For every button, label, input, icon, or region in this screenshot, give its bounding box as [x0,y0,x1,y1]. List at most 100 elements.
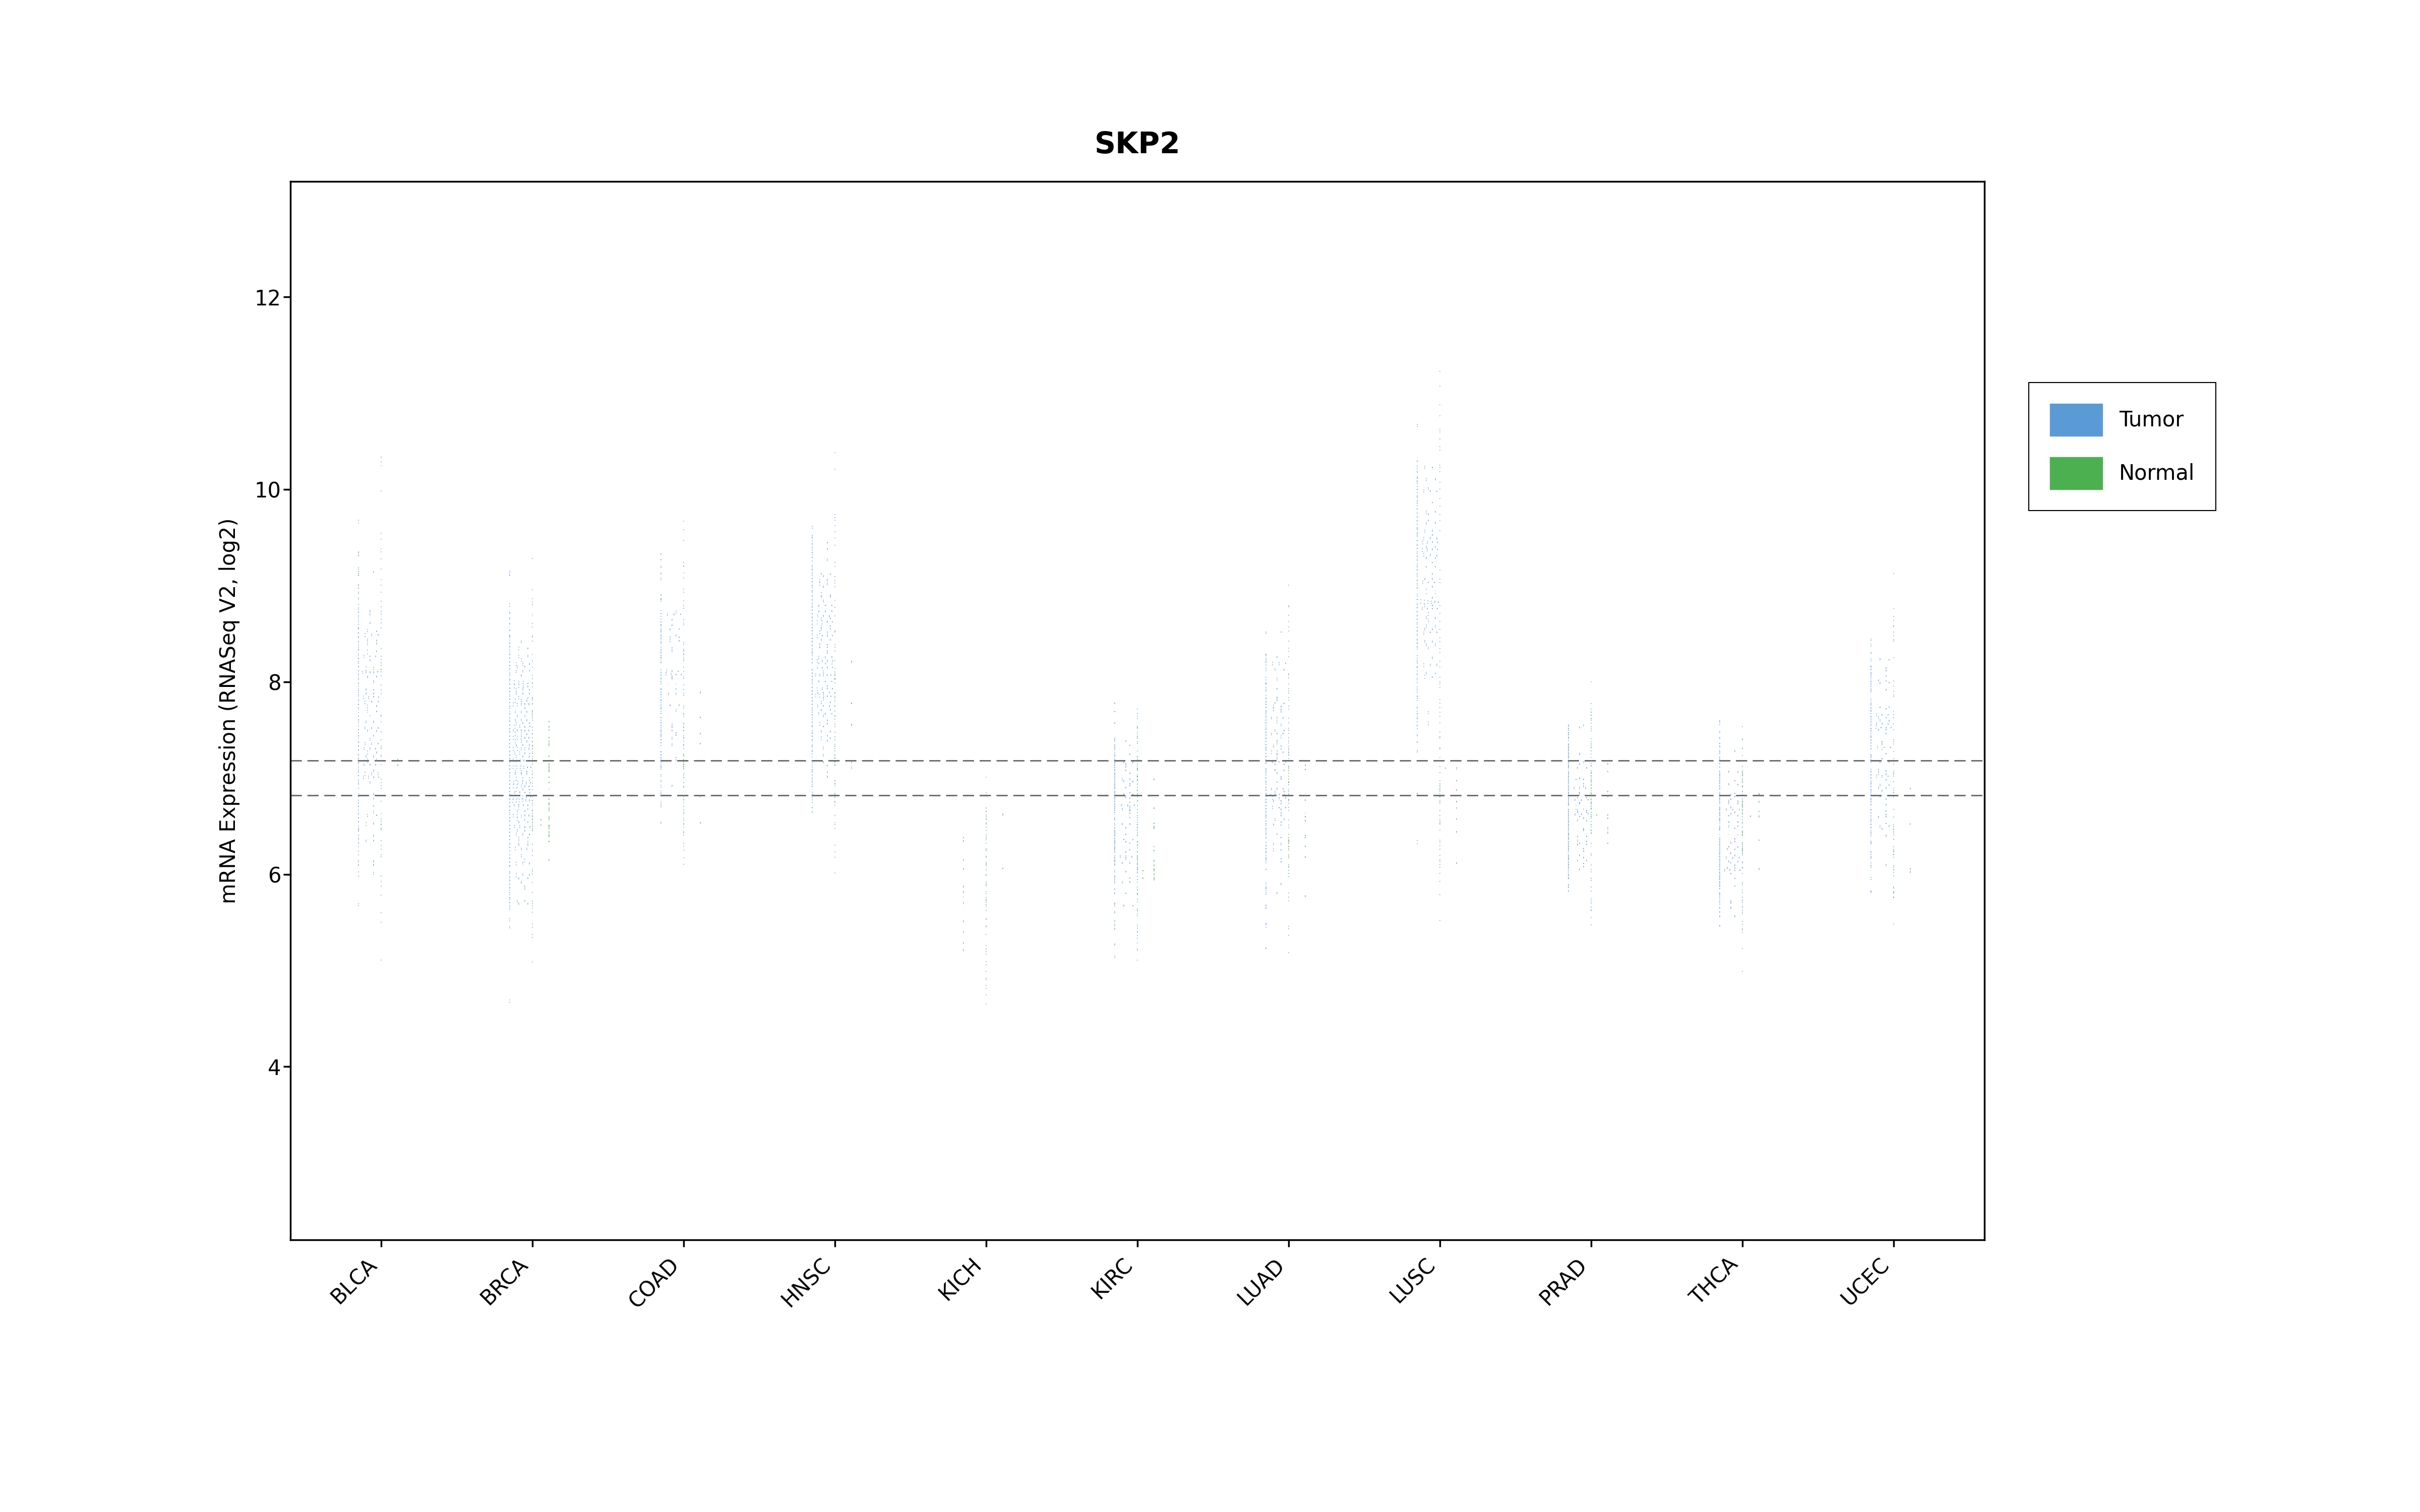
Point [508,797,547,821]
Point [1411,479,1450,503]
Point [1268,629,1307,653]
Point [1701,791,1740,815]
Point [794,567,832,591]
Point [1399,738,1437,762]
Point [491,809,530,833]
Point [1246,785,1285,809]
Point [1851,632,1890,656]
Point [513,674,552,699]
Point [358,699,397,723]
Point [663,683,702,708]
Point [1549,875,1588,900]
Point [1096,826,1135,850]
Point [513,809,552,833]
Point [1549,782,1588,806]
Point [1106,844,1145,868]
Point [1399,529,1437,553]
Point [803,623,842,647]
Point [1706,859,1745,883]
Point [491,832,530,856]
Point [1573,700,1612,724]
Point [1588,816,1626,841]
Point [1104,812,1142,836]
Point [641,584,680,608]
Point [1573,842,1612,866]
Title: SKP2: SKP2 [1094,130,1181,159]
Point [1873,629,1912,653]
Point [1116,794,1154,818]
Point [1413,567,1452,591]
Point [496,780,535,804]
Point [1709,850,1747,874]
Point [1556,794,1595,818]
Point [808,635,847,659]
Point [1404,541,1442,565]
Point [501,739,540,764]
Point [641,733,680,758]
Point [1246,668,1285,692]
Point [794,621,832,646]
Point [1399,555,1437,579]
Point [641,635,680,659]
Point [506,874,544,898]
Point [1851,720,1890,744]
Point [1268,609,1307,634]
Point [799,682,837,706]
Point [1861,815,1900,839]
Point [363,812,402,836]
Point [641,624,680,649]
Point [656,723,695,747]
Point [1851,655,1890,679]
Point [1563,851,1602,875]
Point [1723,851,1762,875]
Point [501,751,540,776]
Point [353,824,392,848]
Point [1701,838,1740,862]
Point [1716,800,1754,824]
Point [1416,535,1454,559]
Point [1261,813,1300,838]
Point [1111,850,1150,874]
Point [1285,758,1324,782]
Point [1723,862,1762,886]
Point [944,910,983,934]
Point [508,833,547,857]
Point [816,791,854,815]
Point [1246,738,1285,762]
Point [491,768,530,792]
Point [794,773,832,797]
Point [1285,835,1324,859]
Point [1246,894,1285,918]
Point [661,602,699,626]
Point [1556,788,1595,812]
Point [1399,782,1437,806]
Point [1096,850,1135,874]
Point [339,738,378,762]
Point [1701,863,1740,888]
Point [808,677,847,702]
Point [1866,792,1905,816]
Point [1246,797,1285,821]
Point [1549,777,1588,801]
Point [1851,812,1890,836]
Point [339,692,378,717]
Point [944,937,983,962]
Point [1399,491,1437,516]
Point [811,699,849,723]
Point [520,813,559,838]
Point [363,522,402,546]
Point [496,727,535,751]
Point [346,717,385,741]
Point [1701,827,1740,851]
Point [1701,900,1740,924]
Point [1866,721,1905,745]
Point [491,624,530,649]
Point [1256,720,1295,744]
Point [491,780,530,804]
Point [1573,906,1612,930]
Point [1558,829,1597,853]
Point [1568,800,1607,824]
Point [496,853,535,877]
Point [663,553,702,578]
Point [494,803,532,827]
